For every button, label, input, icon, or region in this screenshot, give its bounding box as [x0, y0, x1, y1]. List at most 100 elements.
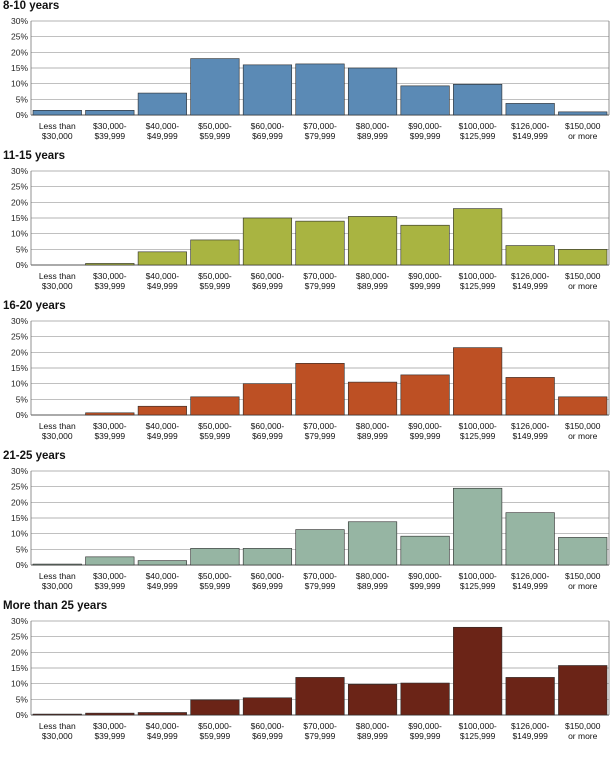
x-tick-label: $49,999: [147, 581, 178, 591]
x-tick-label: $59,999: [200, 581, 231, 591]
x-tick-label: $39,999: [94, 281, 125, 291]
bar: [190, 239, 240, 266]
x-tick-label: or more: [568, 281, 598, 291]
x-tick-label: $125,999: [460, 431, 496, 441]
x-tick-label: $150,000: [565, 121, 601, 131]
x-tick-label: $50,000-: [198, 121, 232, 131]
x-tick-label: $126,000-: [511, 721, 549, 731]
y-tick-label: 20%: [11, 47, 28, 57]
bar: [558, 537, 608, 566]
bar: [453, 347, 503, 416]
bar: [85, 712, 135, 716]
bar: [85, 110, 135, 116]
x-tick-label: $80,000-: [356, 721, 390, 731]
x-tick-label: $149,999: [512, 581, 548, 591]
x-tick-label: $60,000-: [251, 721, 285, 731]
bar: [85, 556, 135, 566]
x-tick-label: $50,000-: [198, 271, 232, 281]
x-tick-label: $39,999: [94, 131, 125, 141]
x-tick-label: $39,999: [94, 731, 125, 741]
bar: [242, 548, 293, 566]
bar: [400, 682, 450, 716]
x-tick-label: $126,000-: [511, 121, 549, 131]
bar: [190, 699, 240, 716]
x-tick-label: $59,999: [200, 731, 231, 741]
x-tick-label: $125,999: [460, 131, 496, 141]
y-tick-label: 30%: [11, 166, 28, 176]
x-tick-label: $30,000: [42, 581, 73, 591]
bar-chart-16-20-years: 0% 5% 10% 15% 20% 25% 30% Less than$30,000 $30,0…: [11, 316, 610, 441]
x-tick-label: Less than: [39, 721, 76, 731]
bar: [32, 713, 82, 716]
x-tick-label: $69,999: [252, 281, 283, 291]
chart-title: More than 25 years: [3, 600, 108, 612]
x-tick-label: $60,000-: [251, 571, 285, 581]
x-tick-label: $30,000: [42, 281, 73, 291]
x-tick-label: Less than: [39, 421, 76, 431]
bar: [137, 560, 187, 566]
y-tick-label: 5%: [16, 244, 29, 254]
x-tick-label: $49,999: [147, 731, 178, 741]
y-tick-label: 15%: [11, 213, 28, 223]
y-tick-label: 15%: [11, 363, 28, 373]
y-tick-label: 10%: [11, 679, 28, 689]
x-tick-label: $30,000-: [93, 271, 127, 281]
x-tick-label: $70,000-: [303, 571, 337, 581]
y-tick-label: 25%: [11, 32, 28, 42]
x-tick-label: $60,000-: [251, 121, 285, 131]
y-tick-label: 10%: [11, 79, 28, 89]
x-tick-label: $69,999: [252, 431, 283, 441]
y-tick-label: 5%: [16, 694, 29, 704]
y-tick-label: 0%: [16, 260, 29, 270]
bar: [137, 92, 187, 116]
bar: [505, 245, 555, 266]
chart-panel-11-15-years: 11-15 years 0% 5% 10% 15% 20% 25% 30% Less than…: [0, 150, 615, 300]
bar: [558, 665, 608, 716]
x-tick-label: $90,000-: [408, 571, 442, 581]
x-tick-label: $69,999: [252, 731, 283, 741]
bar: [558, 396, 608, 416]
x-tick-label: $70,000-: [303, 121, 337, 131]
y-tick-label: 0%: [16, 410, 29, 420]
x-tick-label: $30,000: [42, 431, 73, 441]
bar-chart-11-15-years: 0% 5% 10% 15% 20% 25% 30% Less than$30,000 $30,0…: [11, 166, 610, 291]
x-tick-label: $40,000-: [146, 721, 180, 731]
y-tick-label: 15%: [11, 663, 28, 673]
x-tick-label: $99,999: [410, 131, 441, 141]
x-tick-label: $100,000-: [458, 421, 496, 431]
x-tick-label: $49,999: [147, 281, 178, 291]
y-tick-label: 0%: [16, 560, 29, 570]
y-tick-label: 20%: [11, 647, 28, 657]
x-tick-label: $80,000-: [356, 121, 390, 131]
chart-panel-8-10-years: 8-10 years 0% 5% 10% 15% 20% 25% 30% Less than $…: [0, 0, 615, 150]
y-tick-label: 30%: [11, 16, 28, 26]
x-tick-label: $90,000-: [408, 121, 442, 131]
bar: [295, 63, 345, 116]
y-tick-label: 10%: [11, 229, 28, 239]
bar: [137, 712, 187, 716]
x-tick-label: $79,999: [305, 581, 336, 591]
x-tick-label: $126,000-: [511, 571, 549, 581]
x-tick-label: $89,999: [357, 431, 388, 441]
bar: [295, 362, 345, 416]
x-tick-label: $149,999: [512, 731, 548, 741]
bar: [400, 85, 450, 116]
bar: [137, 251, 187, 266]
bar: [85, 412, 135, 416]
x-tick-label: or more: [568, 581, 598, 591]
x-tick-label: $50,000-: [198, 571, 232, 581]
x-tick-label: or more: [568, 731, 598, 741]
chart-panel-more-than-25-years: More than 25 years 0% 5% 10% 15% 20% 25% 30% Le…: [0, 600, 615, 750]
y-tick-label: 0%: [16, 710, 29, 720]
bar: [347, 381, 398, 416]
x-tick-label: $70,000-: [303, 421, 337, 431]
bar: [558, 111, 608, 116]
x-tick-label: $80,000-: [356, 271, 390, 281]
bar: [32, 563, 82, 566]
x-tick-label: $40,000-: [146, 271, 180, 281]
bar: [347, 683, 398, 716]
y-tick-label: 30%: [11, 316, 28, 326]
bar: [453, 83, 503, 116]
x-tick-label: $79,999: [305, 731, 336, 741]
bar: [295, 677, 345, 716]
